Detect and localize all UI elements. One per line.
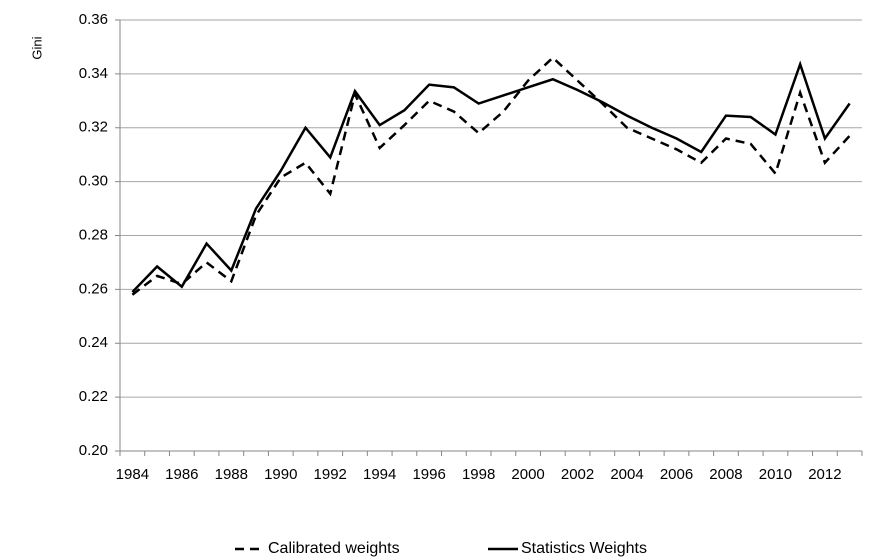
x-tick-label: 1984 (116, 466, 149, 483)
series-line (131, 60, 851, 293)
x-tick-label: 2004 (610, 466, 643, 483)
x-tick-label: 2006 (660, 466, 693, 483)
x-tick-label: 2012 (808, 466, 841, 483)
y-tick-label: 0.24 (79, 334, 108, 351)
y-tick-label: 0.20 (79, 442, 108, 459)
y-tick-label: 0.36 (79, 11, 108, 28)
x-tick-label: 2008 (709, 466, 742, 483)
y-tick-label: 0.32 (79, 119, 108, 136)
x-tick-label: 1986 (165, 466, 198, 483)
y-tick-label: 0.30 (79, 173, 108, 190)
x-tick-label: 1994 (363, 466, 396, 483)
x-tick-label: 1990 (264, 466, 297, 483)
y-tick-label: 0.28 (79, 226, 108, 243)
x-tick-label: 2000 (511, 466, 544, 483)
legend-label: Calibrated weights (268, 540, 400, 557)
series-line (131, 56, 851, 296)
x-tick-label: 2002 (561, 466, 594, 483)
x-tick-label: 1988 (215, 466, 248, 483)
x-tick-label: 1996 (412, 466, 445, 483)
x-tick-label: 1998 (462, 466, 495, 483)
legend-label: Statistics Weights (521, 540, 647, 557)
x-tick-label: 1992 (314, 466, 347, 483)
y-axis-label: Gini (29, 36, 44, 59)
y-tick-label: 0.22 (79, 388, 108, 405)
y-tick-label: 0.26 (79, 280, 108, 297)
y-tick-label: 0.34 (79, 65, 108, 82)
x-tick-label: 2010 (759, 466, 792, 483)
